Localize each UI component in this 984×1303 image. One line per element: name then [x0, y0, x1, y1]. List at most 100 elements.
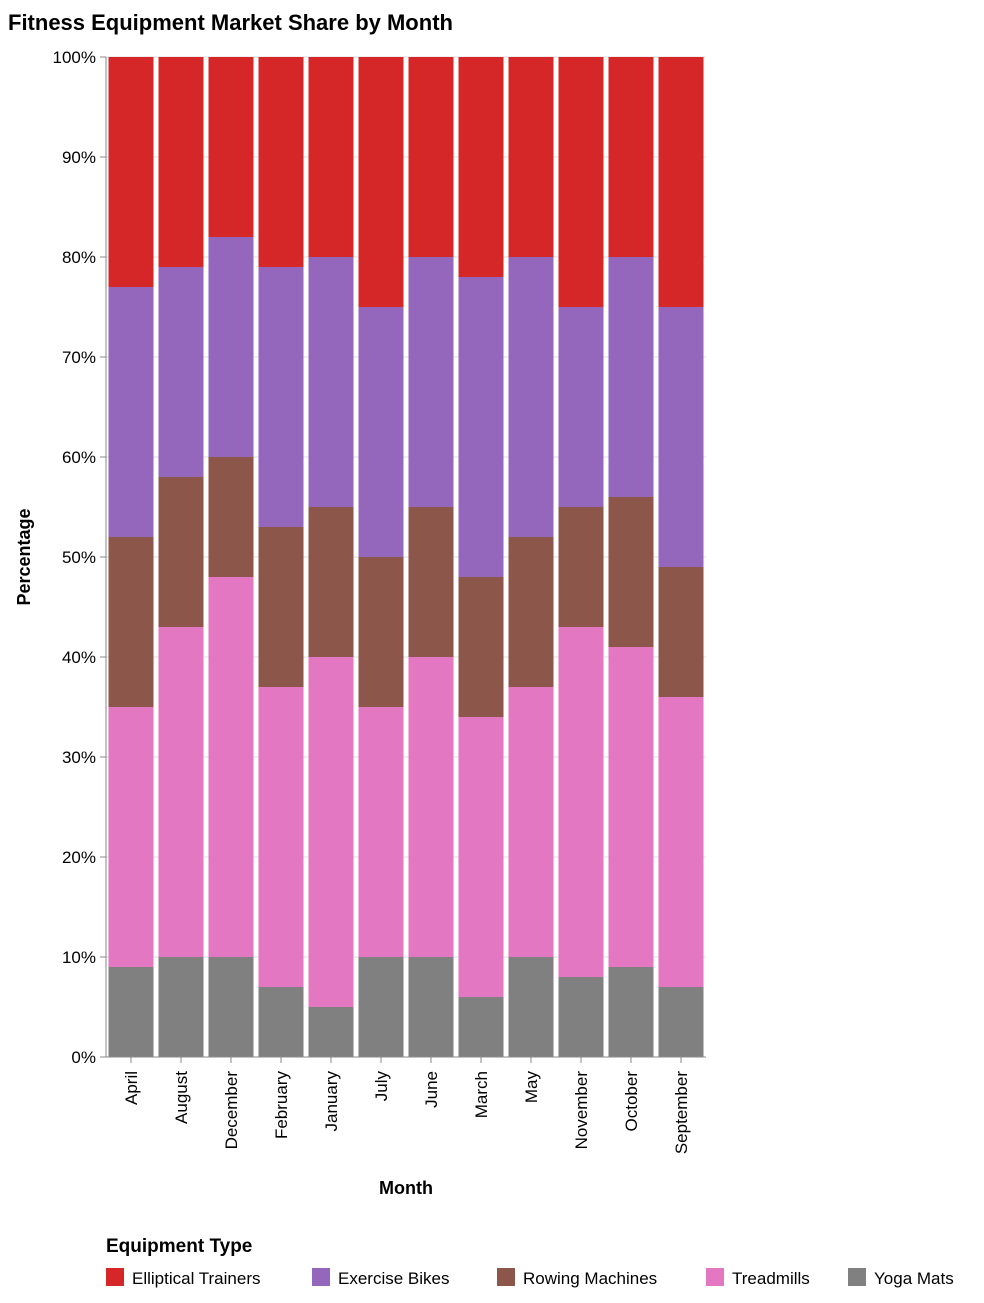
bar-exercise-bikes-march: [458, 277, 504, 577]
bar-yoga-mats-november: [558, 977, 604, 1057]
bar-treadmills-june: [408, 657, 454, 957]
bar-elliptical-trainers-august: [158, 57, 204, 267]
bar-yoga-mats-july: [358, 957, 404, 1057]
chart-title: Fitness Equipment Market Share by Month: [8, 10, 453, 35]
bar-treadmills-march: [458, 717, 504, 997]
bar-exercise-bikes-june: [408, 257, 454, 507]
bar-rowing-machines-january: [308, 507, 354, 657]
x-tick-label: September: [672, 1071, 691, 1154]
y-tick-label: 20%: [62, 848, 96, 867]
x-tick-label: March: [472, 1071, 491, 1118]
legend-label-rowing-machines: Rowing Machines: [523, 1269, 657, 1288]
legend-label-yoga-mats: Yoga Mats: [874, 1269, 954, 1288]
bar-rowing-machines-june: [408, 507, 454, 657]
bars: [108, 57, 704, 1057]
bar-rowing-machines-october: [608, 497, 654, 647]
bar-rowing-machines-july: [358, 557, 404, 707]
bar-yoga-mats-may: [508, 957, 554, 1057]
bar-exercise-bikes-april: [108, 287, 154, 537]
y-tick-label: 90%: [62, 148, 96, 167]
bar-yoga-mats-october: [608, 967, 654, 1057]
bar-yoga-mats-january: [308, 1007, 354, 1057]
legend-title: Equipment Type: [106, 1236, 252, 1257]
y-tick-label: 30%: [62, 748, 96, 767]
bar-elliptical-trainers-may: [508, 57, 554, 257]
bar-elliptical-trainers-november: [558, 57, 604, 307]
y-tick-label: 0%: [71, 1048, 96, 1067]
x-tick-label: November: [572, 1071, 591, 1150]
legend-swatch-yoga-mats: [848, 1268, 866, 1286]
bar-rowing-machines-august: [158, 477, 204, 627]
bar-rowing-machines-may: [508, 537, 554, 687]
bar-exercise-bikes-may: [508, 257, 554, 537]
legend-swatch-exercise-bikes: [312, 1268, 330, 1286]
x-tick-label: June: [422, 1071, 441, 1108]
y-tick-label: 100%: [53, 48, 96, 67]
grid-lines: [106, 56, 706, 1058]
bar-exercise-bikes-september: [658, 307, 704, 567]
y-tick-label: 40%: [62, 648, 96, 667]
bar-exercise-bikes-november: [558, 307, 604, 507]
legend: Elliptical Trainers Exercise Bikes Rowing …: [106, 1268, 954, 1288]
bar-exercise-bikes-october: [608, 257, 654, 497]
bar-rowing-machines-december: [208, 457, 254, 577]
bar-elliptical-trainers-june: [408, 57, 454, 257]
bar-treadmills-october: [608, 647, 654, 967]
bar-yoga-mats-april: [108, 967, 154, 1057]
bar-yoga-mats-september: [658, 987, 704, 1057]
x-tick-label: July: [372, 1071, 391, 1102]
bar-elliptical-trainers-december: [208, 57, 254, 237]
bar-elliptical-trainers-october: [608, 57, 654, 257]
bar-yoga-mats-february: [258, 987, 304, 1057]
bar-rowing-machines-september: [658, 567, 704, 697]
bar-elliptical-trainers-july: [358, 57, 404, 307]
legend-swatch-elliptical-trainers: [106, 1268, 124, 1286]
bar-exercise-bikes-january: [308, 257, 354, 507]
legend-label-elliptical-trainers: Elliptical Trainers: [132, 1269, 261, 1288]
y-tick-label: 70%: [62, 348, 96, 367]
bar-rowing-machines-february: [258, 527, 304, 687]
bar-treadmills-september: [658, 697, 704, 987]
bar-exercise-bikes-february: [258, 267, 304, 527]
bar-yoga-mats-march: [458, 997, 504, 1057]
axes: 0% 10% 20% 30% 40% 50% 60% 70% 80% 90% 100% April Au…: [53, 48, 706, 1154]
bar-yoga-mats-august: [158, 957, 204, 1057]
bar-exercise-bikes-july: [358, 307, 404, 557]
y-tick-label: 50%: [62, 548, 96, 567]
legend-swatch-treadmills: [706, 1268, 724, 1286]
x-tick-label: April: [122, 1071, 141, 1105]
bar-treadmills-november: [558, 627, 604, 977]
bar-exercise-bikes-august: [158, 267, 204, 477]
x-tick-label: October: [622, 1071, 641, 1132]
bar-yoga-mats-december: [208, 957, 254, 1057]
x-tick-label: May: [522, 1071, 541, 1104]
bar-rowing-machines-march: [458, 577, 504, 717]
bar-elliptical-trainers-february: [258, 57, 304, 267]
y-tick-label: 60%: [62, 448, 96, 467]
bar-rowing-machines-april: [108, 537, 154, 707]
x-axis-title: Month: [379, 1178, 433, 1198]
y-tick-label: 80%: [62, 248, 96, 267]
bar-treadmills-december: [208, 577, 254, 957]
bar-treadmills-august: [158, 627, 204, 957]
bar-treadmills-april: [108, 707, 154, 967]
x-tick-label: August: [172, 1071, 191, 1124]
x-tick-label: February: [272, 1071, 291, 1140]
bar-elliptical-trainers-march: [458, 57, 504, 277]
y-tick-label: 10%: [62, 948, 96, 967]
bar-treadmills-february: [258, 687, 304, 987]
x-tick-label: January: [322, 1071, 341, 1132]
bar-elliptical-trainers-september: [658, 57, 704, 307]
bar-treadmills-january: [308, 657, 354, 1007]
legend-label-exercise-bikes: Exercise Bikes: [338, 1269, 449, 1288]
legend-label-treadmills: Treadmills: [732, 1269, 810, 1288]
legend-swatch-rowing-machines: [497, 1268, 515, 1286]
x-tick-label: December: [222, 1071, 241, 1150]
bar-rowing-machines-november: [558, 507, 604, 627]
bar-treadmills-may: [508, 687, 554, 957]
bar-elliptical-trainers-january: [308, 57, 354, 257]
y-axis-title: Percentage: [14, 508, 34, 605]
bar-elliptical-trainers-april: [108, 57, 154, 287]
